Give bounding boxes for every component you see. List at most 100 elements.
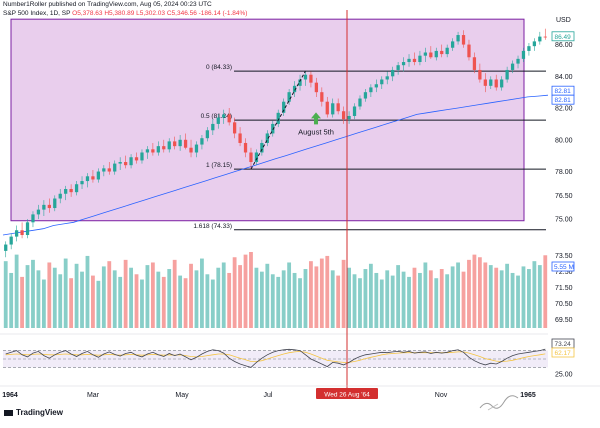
- candle-body: [407, 58, 411, 63]
- volume-bar: [341, 259, 346, 328]
- candle: [254, 149, 259, 166]
- volume-bar: [450, 266, 455, 328]
- august-5th-annotation[interactable]: August 5th: [298, 112, 334, 136]
- candle-body: [380, 79, 384, 85]
- candle-body: [53, 198, 57, 209]
- volume-bar: [259, 271, 264, 328]
- candle-body: [472, 57, 477, 70]
- candle: [472, 52, 477, 74]
- candle-body: [113, 163, 117, 172]
- volume-bar: [112, 270, 117, 328]
- axes: USD 86.00 84.00 82.00 80.00 78.00 76.50 75.00 86…: [0, 17, 600, 399]
- candle: [53, 195, 57, 212]
- candle: [216, 114, 220, 129]
- fibonacci-retracement[interactable]: 0 (84.33) 0.5 (81.24) 1 (78.15) 1.618 (74.3…: [193, 64, 546, 231]
- volume-bar: [101, 266, 106, 328]
- volume-bar: [390, 275, 395, 328]
- price-badge-label: 82.81: [555, 88, 572, 95]
- candle-body: [325, 101, 329, 115]
- candle-body: [216, 117, 220, 124]
- candle: [314, 77, 319, 97]
- candle: [352, 103, 357, 120]
- volume-bar: [172, 259, 177, 328]
- volume-bar: [352, 274, 357, 328]
- volume-bar: [20, 276, 24, 328]
- volume-bar: [423, 262, 428, 328]
- candle-body: [123, 162, 128, 166]
- volume-bar: [140, 279, 144, 328]
- trend-line-drawing[interactable]: [250, 70, 306, 170]
- volume-bar: [96, 280, 101, 328]
- candle-body: [64, 188, 68, 194]
- candle-body: [265, 133, 269, 143]
- candle-body: [494, 79, 498, 88]
- candle-body: [320, 92, 324, 102]
- candle-body: [42, 204, 46, 210]
- candle: [36, 204, 41, 220]
- candle-body: [521, 50, 526, 59]
- candle-body: [74, 184, 79, 193]
- candle-body: [532, 41, 537, 47]
- candle: [25, 219, 30, 239]
- candle: [151, 142, 155, 156]
- volume-bar: [254, 267, 259, 328]
- candle: [20, 222, 24, 239]
- candle: [309, 71, 313, 88]
- volume-bar: [347, 267, 351, 328]
- volume-bar: [129, 267, 133, 328]
- candle: [461, 30, 466, 48]
- candle: [527, 42, 531, 56]
- candle: [134, 152, 139, 164]
- candle: [478, 63, 482, 83]
- candle: [292, 81, 297, 97]
- price-tick-label: 80.00: [555, 137, 573, 144]
- time-tick-label: Mar: [87, 392, 100, 399]
- candle-body: [194, 144, 199, 153]
- rsi-badge-label: 73.24: [555, 341, 572, 348]
- volume-bar: [445, 274, 450, 328]
- volume-pane: [3, 252, 548, 328]
- candle: [363, 89, 368, 102]
- candle: [276, 109, 280, 128]
- volume-bar: [428, 270, 433, 328]
- volume-bar: [189, 263, 193, 328]
- volume-bar: [467, 259, 471, 328]
- candle-body: [440, 50, 444, 55]
- time-tick-label: Jul: [264, 392, 273, 399]
- publish-info: published on TradingView.com, Aug 05, 20…: [48, 1, 212, 8]
- volume-bar: [85, 255, 90, 328]
- candle-body: [205, 130, 210, 139]
- candle-body: [396, 65, 400, 70]
- volume-bar: [336, 275, 341, 328]
- candle: [156, 141, 160, 156]
- candle-body: [352, 106, 357, 116]
- candle-body: [167, 141, 171, 150]
- candle: [102, 165, 106, 177]
- symbol-name[interactable]: S&P 500 Index, 1D, SP: [3, 10, 71, 17]
- volume-bar: [532, 261, 537, 328]
- candle: [232, 117, 237, 139]
- candle: [510, 60, 515, 74]
- candle-body: [134, 157, 139, 161]
- crosshair: Wed 26 Aug '64: [316, 10, 378, 399]
- candle: [456, 31, 460, 45]
- author-name[interactable]: Number1Roller: [3, 1, 47, 8]
- candle-body: [456, 35, 460, 42]
- candle-body: [391, 69, 395, 77]
- volume-bar: [58, 274, 63, 328]
- volume-bar: [281, 270, 286, 328]
- candle-body: [85, 176, 90, 182]
- volume-bar: [396, 265, 401, 328]
- candle-body: [412, 58, 417, 63]
- volume-bar: [63, 258, 68, 328]
- candle: [222, 109, 226, 124]
- candle-body: [418, 55, 422, 63]
- candle: [145, 146, 150, 159]
- candle-body: [238, 133, 242, 143]
- candle-body: [467, 44, 471, 58]
- candle: [412, 52, 417, 66]
- brand-name: TradingView: [16, 408, 63, 417]
- volume-bar: [374, 272, 379, 328]
- moving-average: [2, 94, 549, 236]
